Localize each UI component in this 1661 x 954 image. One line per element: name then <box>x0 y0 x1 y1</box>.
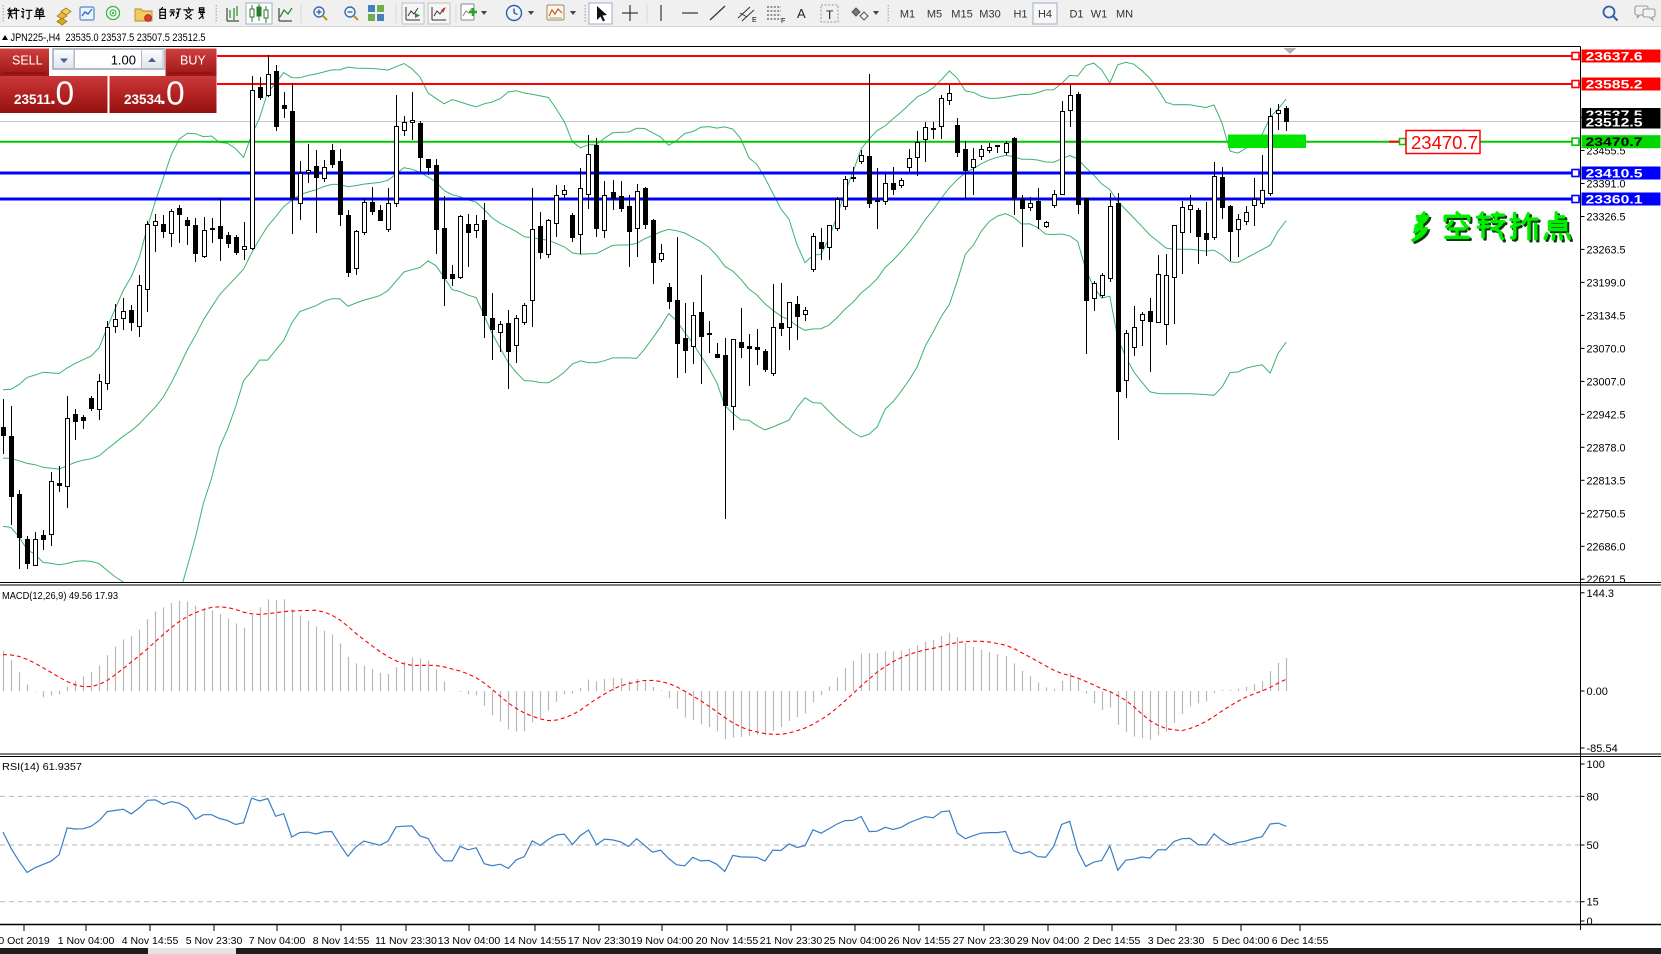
svg-text:13 Nov 04:00: 13 Nov 04:00 <box>438 935 501 947</box>
svg-text:144.3: 144.3 <box>1587 588 1615 600</box>
svg-text:0 Oct 2019: 0 Oct 2019 <box>0 935 50 947</box>
svg-text:15: 15 <box>1587 897 1599 909</box>
svg-text:23585.2: 23585.2 <box>1586 77 1643 91</box>
svg-text:23199.0: 23199.0 <box>1587 277 1626 289</box>
svg-text:23263.5: 23263.5 <box>1587 244 1626 256</box>
svg-text:21 Nov 23:30: 21 Nov 23:30 <box>760 935 823 947</box>
svg-text:8 Nov 14:55: 8 Nov 14:55 <box>313 935 370 947</box>
svg-text:23470.7: 23470.7 <box>1411 132 1478 153</box>
svg-text:19 Nov 04:00: 19 Nov 04:00 <box>631 935 694 947</box>
svg-text:3 Dec 23:30: 3 Dec 23:30 <box>1148 935 1205 947</box>
svg-text:25 Nov 04:00: 25 Nov 04:00 <box>824 935 887 947</box>
svg-text:26 Nov 14:55: 26 Nov 14:55 <box>888 935 951 947</box>
svg-text:1.00: 1.00 <box>111 53 136 68</box>
svg-text:23360.1: 23360.1 <box>1586 192 1643 206</box>
svg-text:29 Nov 04:00: 29 Nov 04:00 <box>1017 935 1080 947</box>
svg-text:20 Nov 14:55: 20 Nov 14:55 <box>696 935 759 947</box>
svg-text:BUY: BUY <box>180 54 206 68</box>
svg-text:.: . <box>160 86 166 109</box>
svg-text:.: . <box>50 86 56 109</box>
svg-text:23512.5: 23512.5 <box>1586 115 1643 129</box>
svg-text:22750.5: 22750.5 <box>1587 508 1626 520</box>
svg-text:23455.5: 23455.5 <box>1587 146 1626 158</box>
svg-text:A: A <box>797 6 806 21</box>
svg-text:14 Nov 14:55: 14 Nov 14:55 <box>504 935 567 947</box>
svg-text:22813.5: 22813.5 <box>1587 475 1626 487</box>
svg-text:23637.6: 23637.6 <box>1586 49 1643 63</box>
svg-text:T: T <box>826 8 834 22</box>
svg-text:23470.7: 23470.7 <box>1586 135 1643 149</box>
svg-text:23070.0: 23070.0 <box>1587 343 1626 355</box>
svg-text:11 Nov 23:30: 11 Nov 23:30 <box>375 935 437 947</box>
svg-text:M30: M30 <box>979 9 1000 21</box>
svg-text:0: 0 <box>56 76 75 113</box>
svg-text:23391.0: 23391.0 <box>1587 179 1626 191</box>
svg-text:4 Nov 14:55: 4 Nov 14:55 <box>122 935 179 947</box>
svg-text:M5: M5 <box>927 9 942 21</box>
svg-text:-85.54: -85.54 <box>1587 743 1618 755</box>
svg-text:2 Dec 14:55: 2 Dec 14:55 <box>1084 935 1141 947</box>
svg-text:E: E <box>752 17 757 24</box>
svg-text:100: 100 <box>1587 759 1605 771</box>
svg-text:0: 0 <box>166 76 185 113</box>
svg-text:22686.0: 22686.0 <box>1587 541 1626 553</box>
svg-text:6 Dec 14:55: 6 Dec 14:55 <box>1272 935 1329 947</box>
svg-text:23534: 23534 <box>124 92 162 107</box>
svg-text:0.00: 0.00 <box>1587 686 1608 698</box>
svg-text:22878.0: 22878.0 <box>1587 442 1626 454</box>
svg-text:JPN225-,H4 23535.0 23537.5 23: JPN225-,H4 23535.0 23537.5 23507.5 23512… <box>11 32 206 44</box>
svg-text:MN: MN <box>1116 9 1133 21</box>
svg-text:5 Dec 04:00: 5 Dec 04:00 <box>1213 935 1270 947</box>
svg-text:23410.5: 23410.5 <box>1586 166 1643 180</box>
svg-text:F: F <box>781 18 785 25</box>
svg-text:RSI(14) 61.9357: RSI(14) 61.9357 <box>2 761 82 773</box>
svg-text:80: 80 <box>1587 791 1599 803</box>
svg-text:1 Nov 04:00: 1 Nov 04:00 <box>58 935 115 947</box>
svg-text:22621.5: 22621.5 <box>1587 574 1626 586</box>
svg-text:M1: M1 <box>900 9 915 21</box>
svg-text:23511: 23511 <box>14 92 51 107</box>
svg-text:SELL: SELL <box>12 54 43 68</box>
svg-text:5 Nov 23:30: 5 Nov 23:30 <box>186 935 243 947</box>
svg-text:7 Nov 04:00: 7 Nov 04:00 <box>249 935 306 947</box>
svg-text:MACD(12,26,9) 49.56 17.93: MACD(12,26,9) 49.56 17.93 <box>2 590 118 602</box>
svg-text:0: 0 <box>1587 916 1593 928</box>
svg-text:D1: D1 <box>1069 9 1083 21</box>
svg-text:23134.5: 23134.5 <box>1587 310 1626 322</box>
svg-text:W1: W1 <box>1091 9 1108 21</box>
svg-text:50: 50 <box>1587 840 1599 852</box>
svg-text:27 Nov 23:30: 27 Nov 23:30 <box>953 935 1016 947</box>
svg-text:17 Nov 23:30: 17 Nov 23:30 <box>568 935 631 947</box>
svg-text:H1: H1 <box>1013 9 1027 21</box>
svg-text:23007.0: 23007.0 <box>1587 376 1626 388</box>
svg-text:M15: M15 <box>951 9 972 21</box>
svg-text:22942.5: 22942.5 <box>1587 409 1626 421</box>
svg-text:23326.5: 23326.5 <box>1587 212 1626 224</box>
svg-text:H4: H4 <box>1038 9 1052 21</box>
